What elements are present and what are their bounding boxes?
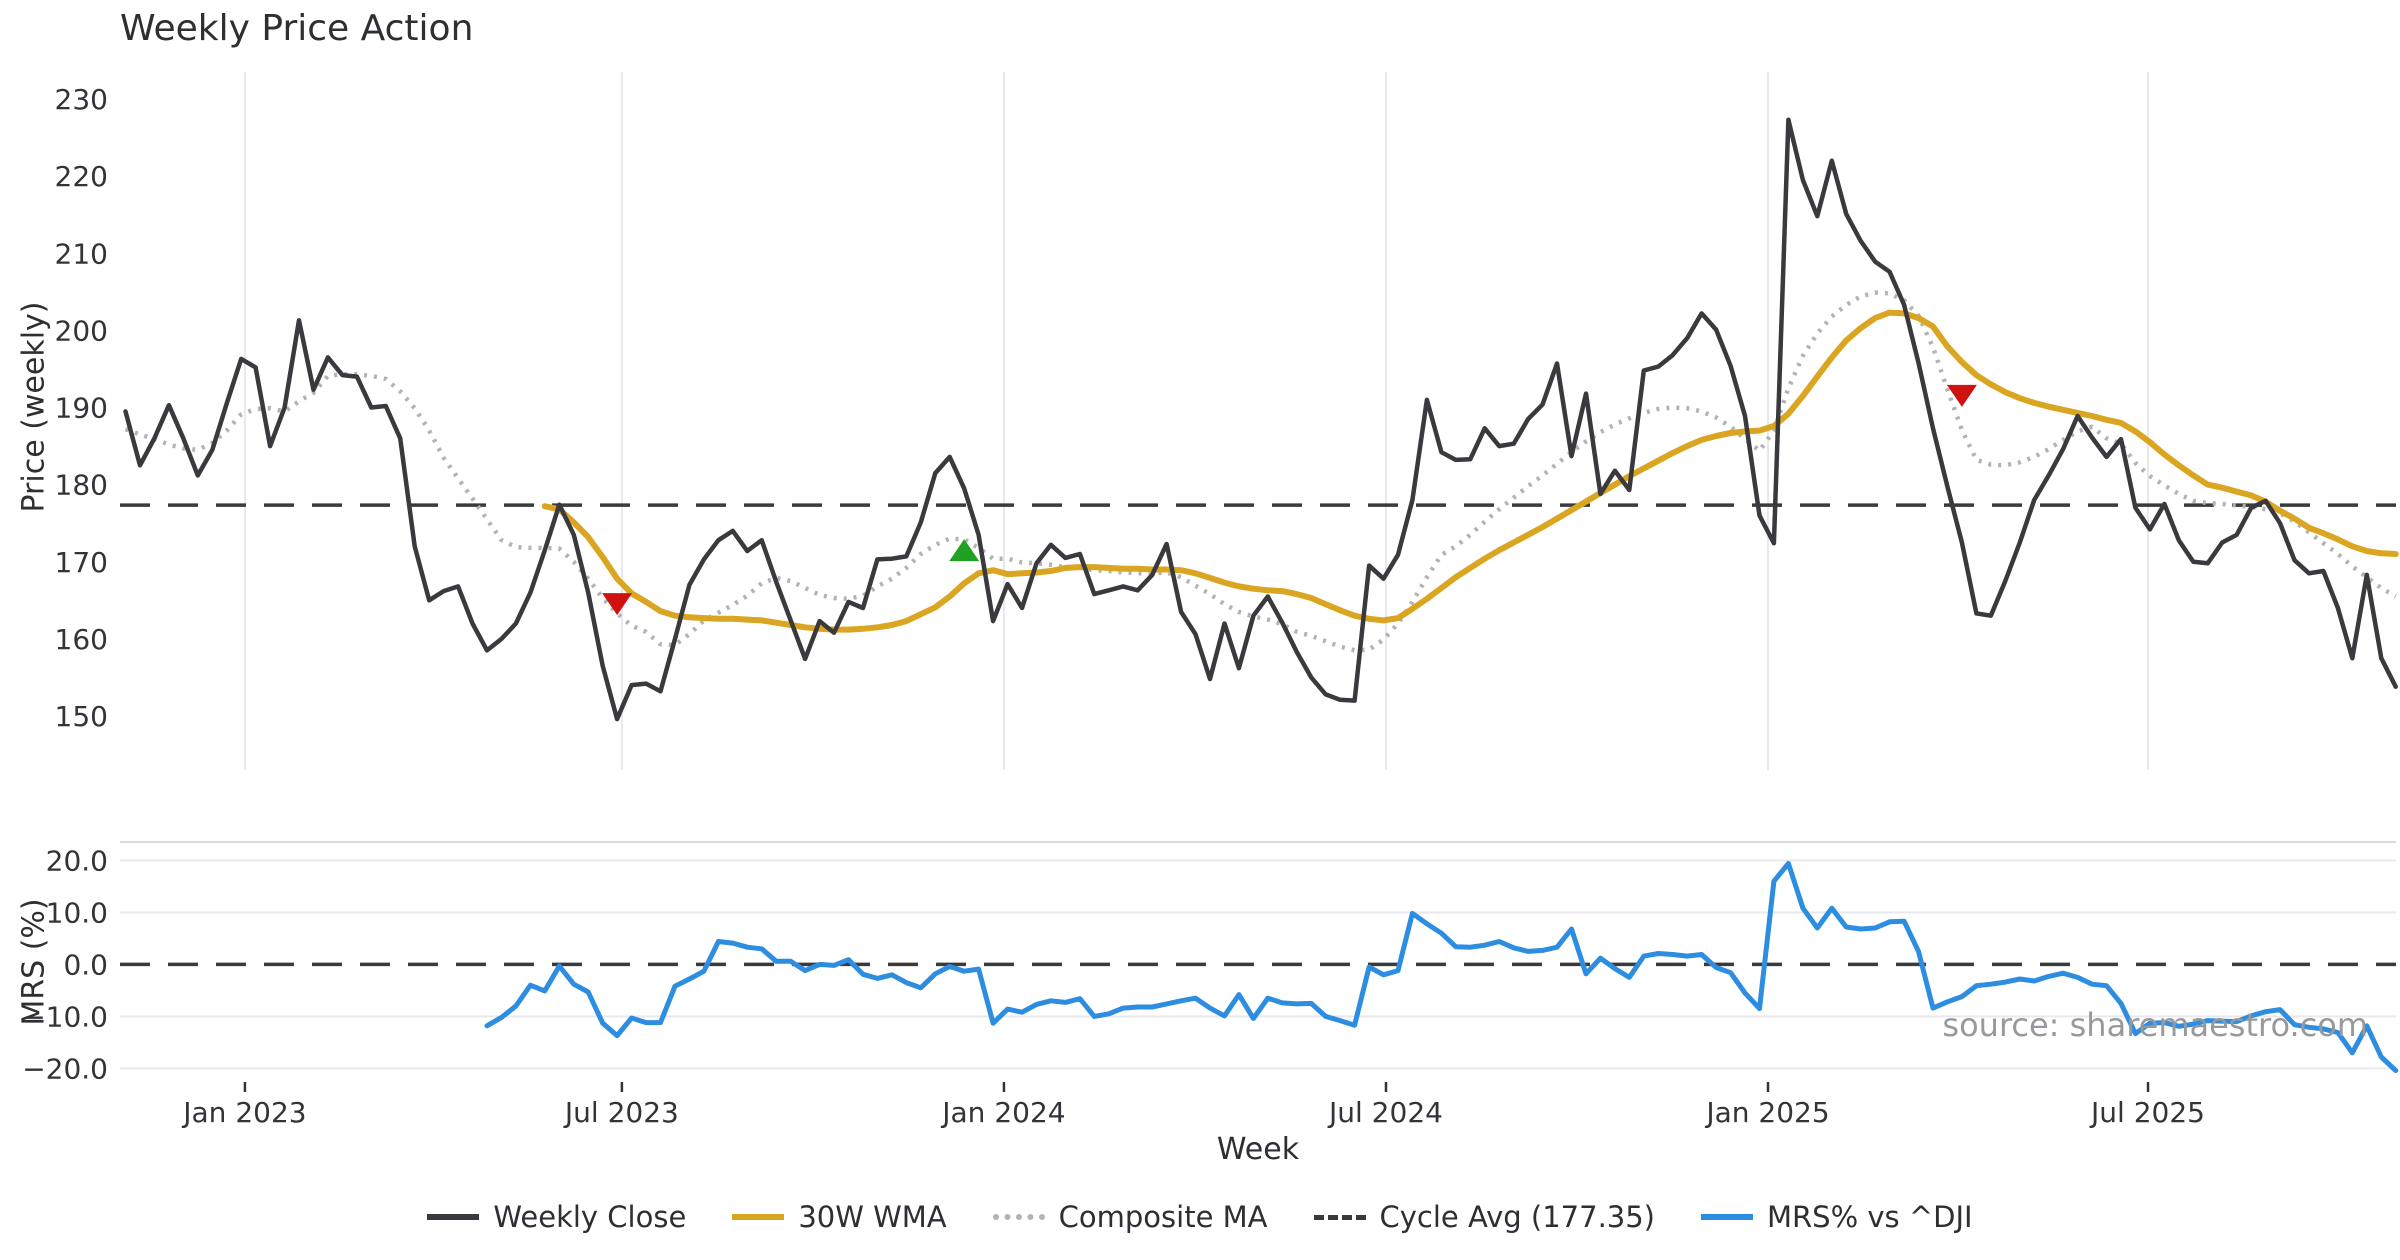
x-axis-label: Week (1216, 1132, 1300, 1167)
chart-title: Weekly Price Action (120, 8, 474, 49)
mrs-tick-label: 0.0 (63, 948, 108, 981)
legend-swatch (732, 1214, 785, 1220)
legend-item-30w-wma: 30W WMA (732, 1200, 947, 1234)
legend-label: 30W WMA (798, 1200, 947, 1234)
price-tick-label: 160 (55, 623, 108, 656)
mrs-axis-label: MRS (%) (16, 898, 52, 1026)
x-tick-label: Jan 2024 (940, 1096, 1065, 1129)
x-tick-label: Jul 2023 (563, 1096, 679, 1129)
x-tick-label: Jan 2025 (1704, 1096, 1829, 1129)
price-tick-label: 170 (55, 546, 108, 579)
sell-signal-marker (602, 593, 633, 616)
price-tick-label: 220 (55, 160, 108, 193)
price-tick-label: 230 (55, 83, 108, 116)
series-30w-wma (541, 309, 2399, 633)
legend: Weekly Close 30W WMA Composite MA Cycle Avg… (0, 1200, 2400, 1234)
legend-label: Cycle Avg (177.35) (1379, 1200, 1656, 1234)
mrs-tick-label: 20.0 (46, 844, 108, 877)
legend-item-mrs-vs-dji: MRS% vs ^DJI (1701, 1200, 1973, 1234)
legend-item-weekly-close: Weekly Close (427, 1200, 686, 1234)
legend-label: MRS% vs ^DJI (1767, 1200, 1973, 1234)
x-tick-label: Jul 2025 (2089, 1096, 2205, 1129)
price-tick-label: 180 (55, 469, 108, 502)
price-tick-label: 150 (55, 700, 108, 733)
legend-swatch (992, 1214, 1045, 1220)
price-tick-label: 200 (55, 314, 108, 347)
mrs-tick-label: −20.0 (22, 1052, 108, 1085)
legend-label: Composite MA (1058, 1200, 1268, 1234)
mrs-tick-label: −10.0 (22, 1000, 108, 1033)
series-weekly-close (123, 117, 2398, 722)
x-tick-label: Jul 2024 (1327, 1096, 1443, 1129)
price-axis-label: Price (weekly) (16, 301, 52, 513)
buy-signal-marker (949, 539, 980, 562)
legend-item-cycle-avg-177-35-: Cycle Avg (177.35) (1313, 1200, 1656, 1234)
series-mrs-vs-dji (484, 861, 2399, 1073)
price-tick-label: 210 (55, 237, 108, 270)
mrs-tick-label: 10.0 (46, 896, 108, 929)
x-tick-label: Jan 2023 (181, 1096, 306, 1129)
legend-swatch (1313, 1214, 1366, 1220)
series-composite-ma (124, 290, 2397, 653)
legend-swatch (427, 1214, 480, 1220)
source-watermark: source: sharemaestro.com (1942, 1006, 2368, 1044)
legend-item-composite-ma: Composite MA (992, 1200, 1268, 1234)
legend-swatch (1701, 1214, 1753, 1220)
legend-label: Weekly Close (493, 1200, 687, 1234)
price-tick-label: 190 (55, 392, 108, 425)
sell-signal-marker (1946, 384, 1977, 407)
